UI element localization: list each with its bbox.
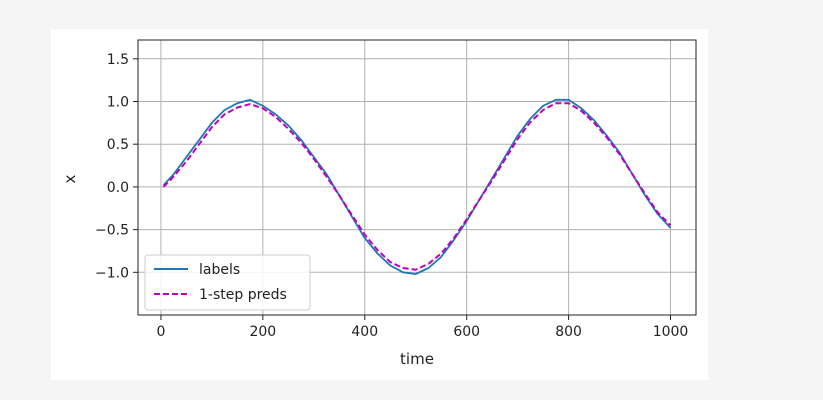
line-chart: 0 200 400 600 800 1000 −1.0 −0.5 0.0 0.5 1.0 1.5 t…	[61, 39, 697, 368]
y-axis-label: x	[61, 174, 79, 183]
x-tick-label: 200	[249, 324, 276, 340]
x-tick-label: 600	[453, 324, 480, 340]
x-tick-label: 1000	[653, 324, 689, 340]
x-axis-ticks: 0 200 400 600 800 1000	[156, 315, 688, 340]
y-tick-label: 1.0	[107, 94, 129, 110]
y-tick-label: −0.5	[95, 223, 129, 239]
series-layer	[162, 98, 672, 275]
y-tick-label: 0.5	[107, 137, 129, 153]
legend-label-labels: labels	[199, 262, 240, 278]
legend-label-1-step-preds: 1-step preds	[199, 287, 287, 303]
x-tick-label: 0	[156, 324, 165, 340]
y-tick-label: 0.0	[107, 180, 129, 196]
figure: 0 200 400 600 800 1000 −1.0 −0.5 0.0 0.5 1.0 1.5 t…	[51, 29, 708, 380]
legend: labels 1-step preds	[144, 254, 311, 311]
plot-frame	[137, 39, 697, 316]
series-line-1-step-preds	[162, 102, 672, 271]
y-axis-ticks: −1.0 −0.5 0.0 0.5 1.0 1.5	[95, 52, 138, 281]
x-tick-label: 400	[351, 324, 378, 340]
y-tick-label: 1.5	[107, 52, 129, 68]
series-line-labels	[162, 98, 672, 275]
y-tick-label: −1.0	[95, 265, 129, 281]
x-tick-label: 800	[555, 324, 582, 340]
x-axis-label: time	[400, 350, 434, 368]
